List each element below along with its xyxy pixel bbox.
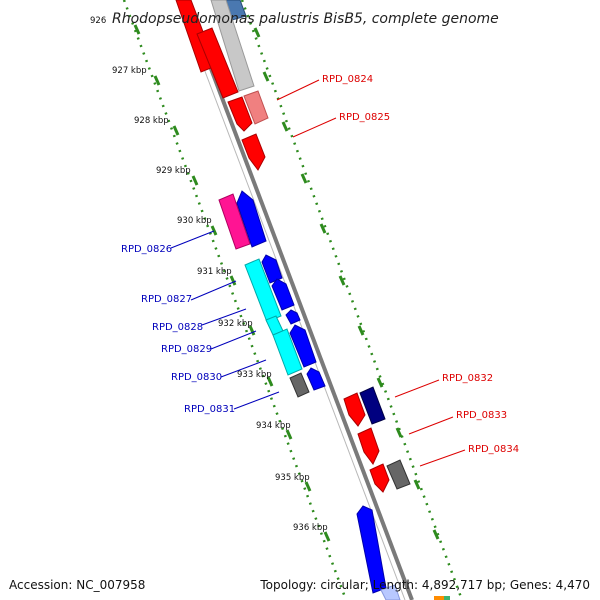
tick-label: 930 kbp (177, 216, 212, 226)
gene-933-blue-d[interactable] (306, 367, 326, 391)
reverse-gene-labels: RPD_0826 RPD_0827 RPD_0828 RPD_0829 RPD_… (121, 230, 280, 415)
gene-label-rpd0827[interactable]: RPD_0827 (141, 294, 192, 305)
gene-label-rpd0833[interactable]: RPD_0833 (456, 410, 507, 421)
gene-931-blue-a[interactable] (261, 254, 283, 284)
gene-label-rpd0832[interactable]: RPD_0832 (442, 373, 493, 384)
gene-rpd0827-cyan[interactable] (244, 258, 282, 323)
gene-rpd0832-red[interactable] (343, 392, 366, 427)
tick-label: 929 kbp (156, 166, 191, 176)
gene-fwd-929-red[interactable] (241, 133, 266, 171)
gene-bottom-green[interactable] (444, 596, 450, 600)
gene-bottom-orange[interactable] (434, 596, 444, 600)
tick-label: 934 kbp (256, 421, 291, 431)
gene-rpd0834-gray[interactable] (386, 459, 411, 490)
tick-label: 931 kbp (197, 267, 232, 277)
accession-text: Accession: NC_007958 (9, 578, 146, 592)
gene-rpd0825b-pink[interactable] (243, 90, 269, 125)
gene-rpd0829-cyan[interactable] (272, 328, 303, 376)
gene-label-rpd0824[interactable]: RPD_0824 (322, 74, 373, 85)
map-title: Rhodopseudomonas palustris BisB5, comple… (112, 11, 499, 27)
gene-label-rpd0828[interactable]: RPD_0828 (152, 322, 203, 333)
gene-label-rpd0829[interactable]: RPD_0829 (161, 344, 212, 355)
gene-label-rpd0830[interactable]: RPD_0830 (171, 372, 222, 383)
tick-label: 926 (90, 16, 106, 26)
backbone-outer (183, 0, 414, 600)
gene-932-blue-c[interactable] (289, 324, 317, 368)
tick-label: 927 kbp (112, 66, 147, 76)
gene-label-rpd0826[interactable]: RPD_0826 (121, 244, 172, 255)
gene-label-rpd0831[interactable]: RPD_0831 (184, 404, 235, 415)
gene-fwd-930-blue[interactable] (236, 190, 267, 248)
gene-rpd0834-red[interactable] (369, 463, 390, 493)
gene-rpd0831-gray[interactable] (289, 372, 310, 398)
tick-labels: 926 927 kbp 928 kbp 929 kbp 930 kbp 931 … (90, 16, 328, 533)
genome-summary-text: Topology: circular; Length: 4,892,717 bp… (260, 578, 590, 592)
tick-label: 932 kbp (218, 319, 253, 329)
tick-label: 935 kbp (275, 473, 310, 483)
tick-label: 933 kbp (237, 370, 272, 380)
gene-rpd0824-red[interactable] (196, 27, 239, 99)
gene-rpd0825-red[interactable] (227, 96, 253, 132)
gene-936-blue-long[interactable] (356, 505, 387, 594)
gene-932-blue-small[interactable] (285, 309, 301, 325)
right-major-ticks (253, 27, 440, 540)
gene-label-rpd0834[interactable]: RPD_0834 (468, 444, 519, 455)
gene-fwd-top-gray[interactable] (210, 0, 255, 92)
tick-label: 936 kbp (293, 523, 328, 533)
tick-label: 928 kbp (134, 116, 169, 126)
gene-label-rpd0825[interactable]: RPD_0825 (339, 112, 390, 123)
gene-rpd0826-pink[interactable] (218, 193, 251, 250)
forward-gene-labels: RPD_0824 RPD_0825 RPD_0832 RPD_0833 RPD_… (276, 74, 519, 467)
gene-937-light-blue[interactable] (380, 584, 401, 600)
gene-931-blue-b[interactable] (271, 278, 295, 311)
gene-rpd0832-navy[interactable] (359, 386, 386, 425)
gene-rpd0833-red[interactable] (357, 427, 380, 465)
forward-genes (196, 0, 450, 600)
left-major-ticks (133, 24, 331, 542)
